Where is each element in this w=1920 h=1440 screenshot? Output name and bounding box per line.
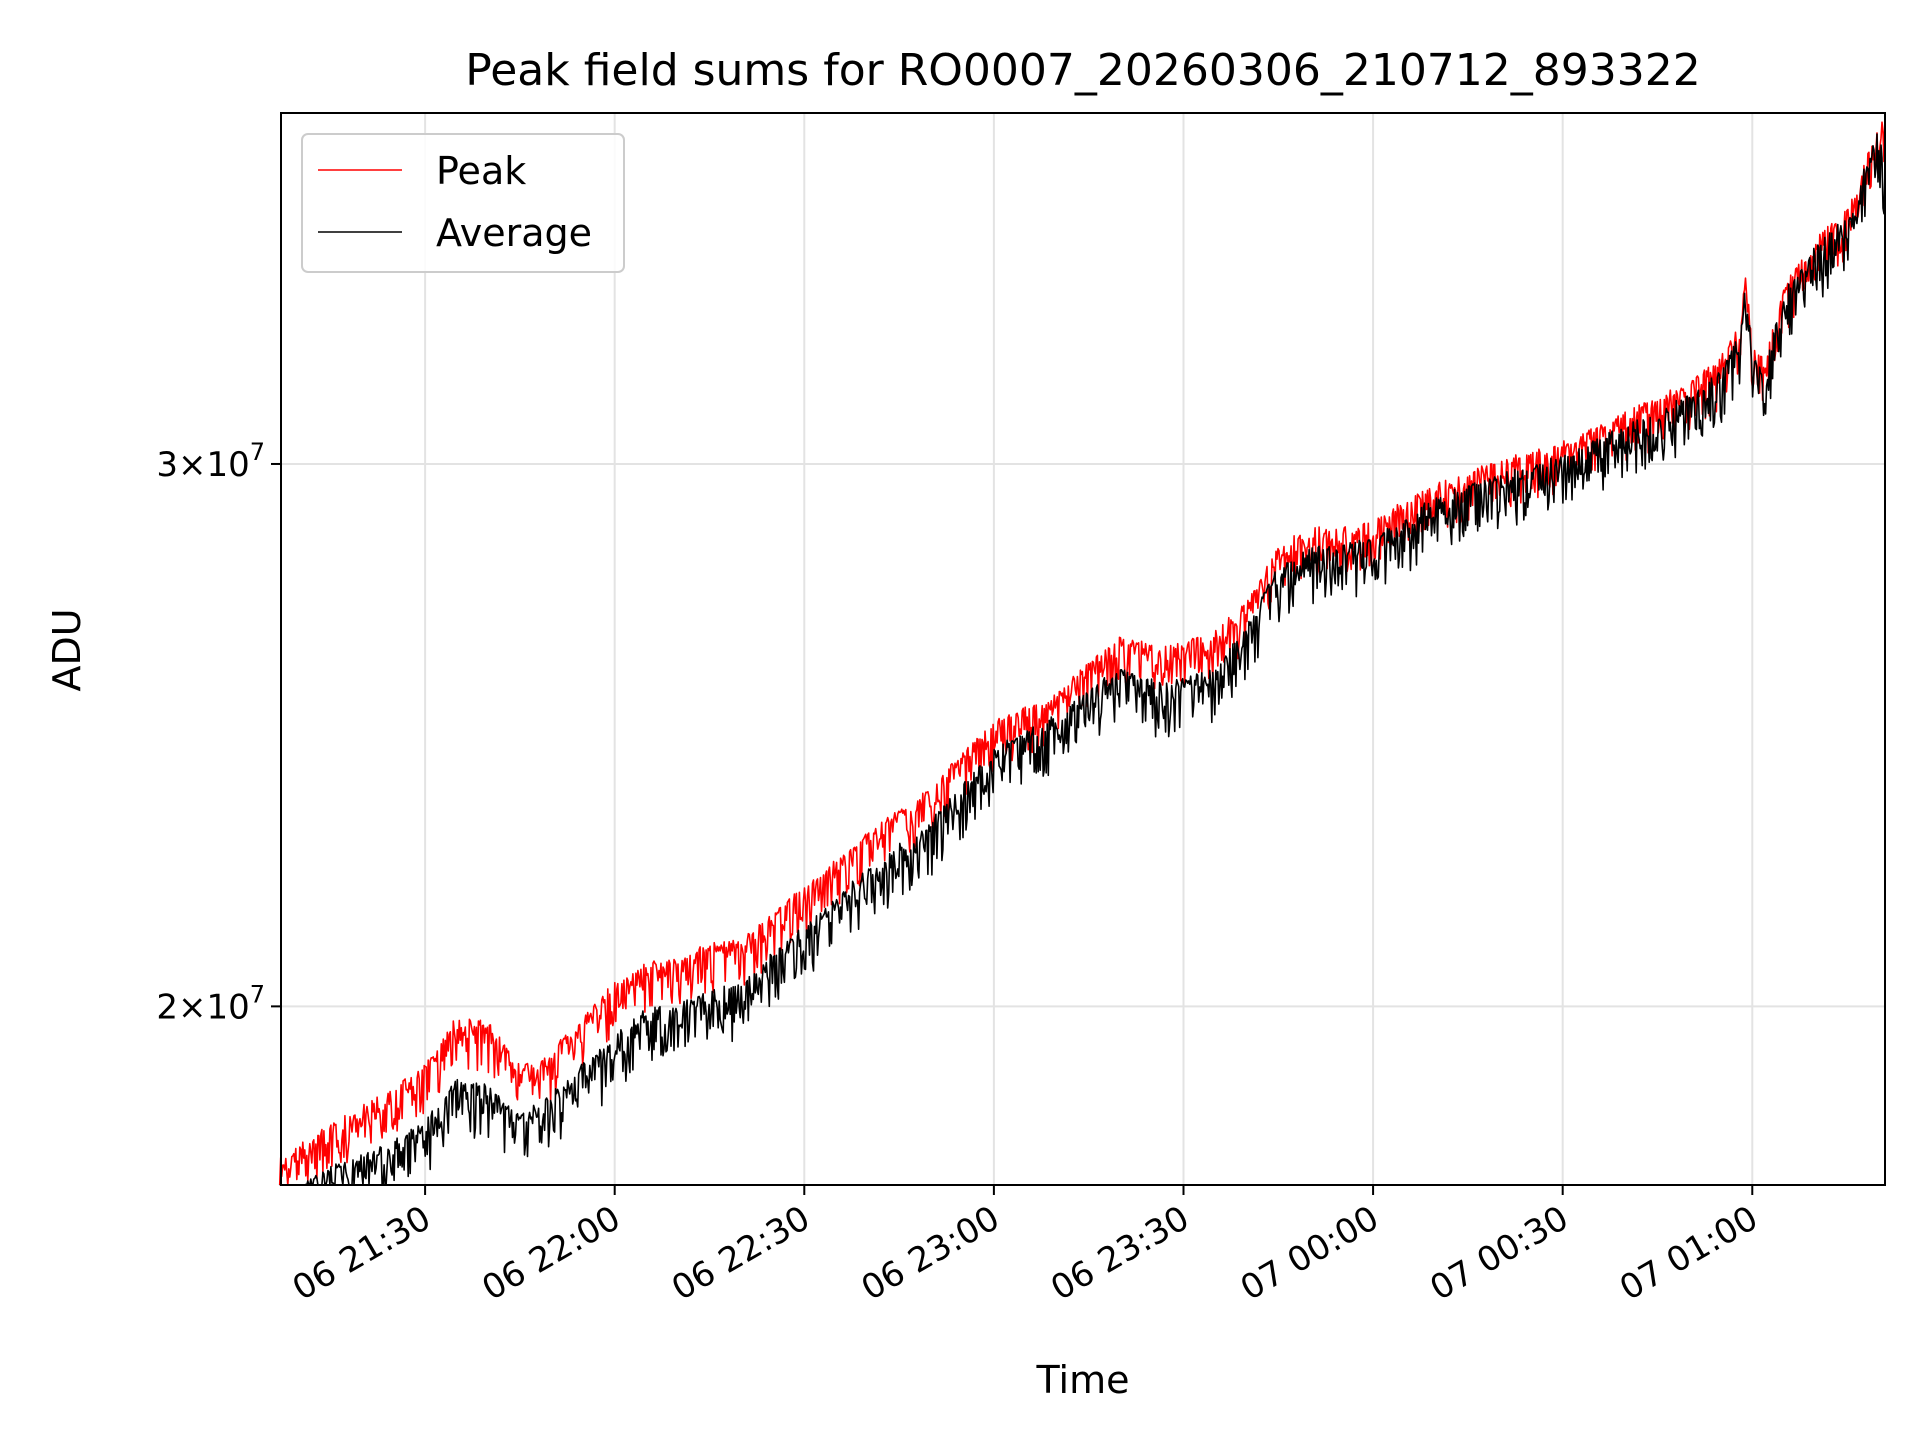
y-tick-label: 2×107 xyxy=(156,980,265,1027)
y-tick-label: 3×107 xyxy=(156,438,265,485)
grid xyxy=(281,113,1885,1185)
legend: Peak Average xyxy=(301,133,625,273)
plot-frame xyxy=(280,112,1886,1186)
legend-box xyxy=(301,133,625,273)
series-line-peak xyxy=(278,113,1886,1186)
x-axis-label: Time xyxy=(1036,1358,1130,1402)
series-line-average xyxy=(279,133,1886,1186)
series-layer xyxy=(278,113,1886,1186)
legend-label-average: Average xyxy=(436,211,592,255)
chart-title: Peak field sums for RO0007_20260306_2107… xyxy=(465,45,1701,96)
y-axis-label: ADU xyxy=(45,608,89,691)
legend-label-peak: Peak xyxy=(436,149,526,193)
y-axis: 2×107 3×107 xyxy=(156,438,281,1027)
